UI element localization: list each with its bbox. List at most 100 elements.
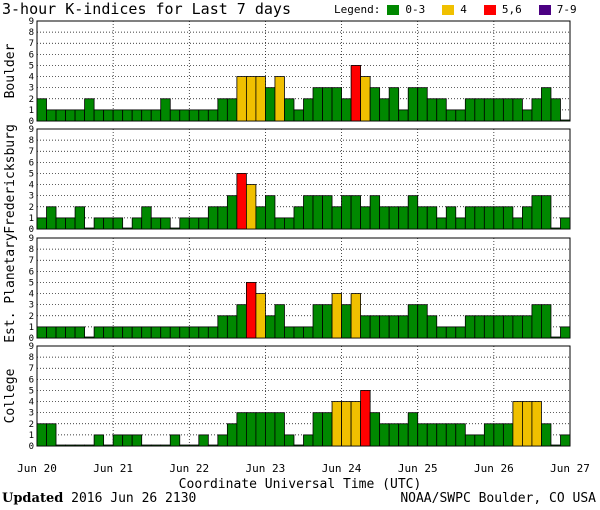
k-index-bar (531, 195, 542, 230)
k-index-bar (74, 109, 85, 122)
k-index-bar (226, 315, 238, 339)
y-tick-label: 5 (29, 169, 34, 179)
k-index-bar (84, 227, 95, 230)
chart-title: 3-hour K-indices for Last 7 days (2, 0, 291, 18)
k-index-bar (84, 336, 95, 339)
k-index-bar (293, 326, 304, 339)
k-index-bar (417, 87, 428, 122)
y-tick-label: 3 (29, 84, 34, 94)
k-index-bar (122, 326, 133, 339)
k-index-bar (198, 217, 209, 230)
y-tick-label: 8 (29, 28, 34, 38)
k-index-bar (455, 326, 466, 339)
k-index-bar (531, 98, 542, 122)
k-index-bar (160, 217, 171, 230)
k-index-bar (388, 206, 400, 230)
k-index-bar (207, 326, 219, 339)
k-index-bar (350, 293, 362, 339)
k-index-bar (245, 282, 257, 339)
k-index-bar (274, 412, 285, 447)
k-index-bar (150, 109, 162, 122)
k-index-bar (188, 326, 200, 339)
k-index-bar (84, 98, 95, 122)
k-index-bar (131, 326, 143, 339)
k-index-bar (426, 423, 438, 447)
k-index-bar (74, 326, 85, 339)
k-index-bar (436, 98, 447, 122)
k-index-bar (303, 434, 314, 447)
k-index-bar (255, 206, 266, 230)
y-tick-label: 4 (29, 290, 34, 300)
y-tick-label: 7 (29, 256, 34, 266)
k-index-bar (284, 217, 295, 230)
k-index-bar (179, 326, 190, 339)
k-index-bar (217, 206, 228, 230)
k-index-bar (312, 304, 323, 339)
k-index-bar (474, 98, 485, 122)
y-tick-label: 1 (29, 431, 34, 441)
k-index-bar (445, 326, 457, 339)
k-index-bar (350, 401, 362, 447)
k-index-bar (350, 195, 362, 230)
y-axis-label: Est. Planetary (3, 233, 18, 343)
k-index-bar (341, 401, 352, 447)
y-tick-label: 2 (29, 420, 34, 430)
k-index-bar (217, 315, 228, 339)
k-index-bar (483, 206, 495, 230)
updated-word: Updated (2, 491, 64, 506)
k-index-bar (103, 444, 114, 447)
k-index-bar (207, 444, 219, 447)
y-axis-label: Boulder (3, 43, 18, 98)
k-index-bar (445, 423, 457, 447)
k-index-bar (122, 434, 133, 447)
k-index-bar (74, 444, 85, 447)
k-index-bar (550, 98, 561, 122)
k-index-bar (169, 326, 181, 339)
k-index-bar (493, 98, 504, 122)
k-index-bar (293, 206, 304, 230)
y-tick-label: 3 (29, 301, 34, 311)
legend-item-label: 4 (460, 3, 467, 16)
k-index-bar (274, 76, 285, 122)
k-index-bar (426, 206, 438, 230)
k-index-bar (150, 326, 162, 339)
legend: Legend: 0-3 4 5,6 7-9 (334, 3, 577, 16)
k-index-bar (464, 434, 476, 447)
y-tick-label: 2 (29, 203, 34, 213)
k-index-bar (331, 87, 342, 122)
y-tick-label: 9 (29, 234, 34, 244)
legend-item-7-9: 7-9 (532, 3, 577, 16)
k-index-bar (179, 217, 190, 230)
y-tick-label: 0 (29, 442, 34, 452)
k-index-bar (522, 401, 533, 447)
k-index-bar (55, 326, 66, 339)
k-index-bar (312, 412, 323, 447)
k-index-bar (36, 217, 47, 230)
k-index-bar (303, 326, 314, 339)
k-index-bar (236, 304, 247, 339)
k-index-bar (46, 423, 57, 447)
k-index-bar (65, 109, 76, 122)
k-index-bar (84, 444, 95, 447)
k-index-bar (541, 304, 552, 339)
k-index-bar (331, 401, 342, 447)
k-index-bar (169, 227, 181, 230)
k-index-bar (150, 444, 162, 447)
k-index-bar (245, 184, 257, 230)
k-index-bar (150, 217, 162, 230)
y-tick-label: 8 (29, 353, 34, 363)
legend-label: Legend: (334, 3, 381, 16)
k-index-bar (388, 87, 400, 122)
k-index-bar (217, 98, 228, 122)
k-index-bar (36, 98, 47, 122)
k-index-bar (112, 326, 124, 339)
x-tick-label: Jun 25 (398, 462, 438, 475)
k-index-bar (341, 195, 352, 230)
y-tick-label: 8 (29, 245, 34, 255)
k-index-bar (274, 304, 285, 339)
k-index-bar (483, 98, 495, 122)
k-index-bar (322, 412, 333, 447)
k-index-bar (36, 423, 47, 447)
k-index-bar (398, 206, 409, 230)
k-index-bar (65, 326, 76, 339)
